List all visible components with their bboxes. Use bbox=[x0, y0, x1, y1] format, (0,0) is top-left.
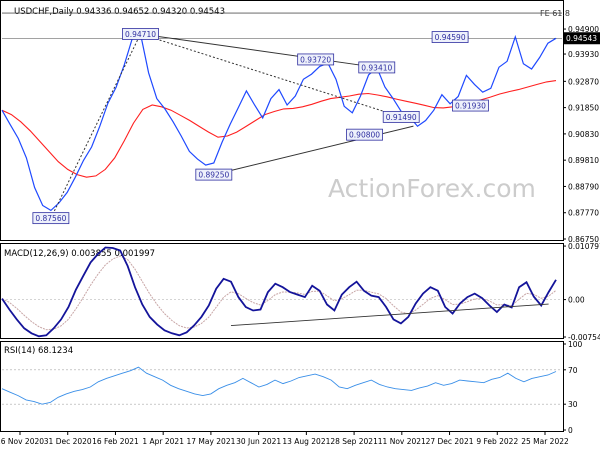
price-label: 0.94710 bbox=[125, 30, 156, 39]
x-tick-label: 16 Nov 2020 bbox=[0, 437, 44, 446]
macd-trendline bbox=[230, 303, 549, 327]
x-tick-label: 9 Feb 2022 bbox=[476, 437, 518, 446]
price-label: 0.90800 bbox=[349, 131, 380, 140]
rsi-axis: 100 70 30 0 bbox=[563, 340, 583, 435]
price-y-tick-label: 0.91850 bbox=[568, 104, 599, 113]
macd-plot bbox=[1, 246, 562, 338]
price-y-tick-label: 0.92870 bbox=[568, 77, 599, 86]
price-label-box bbox=[195, 168, 233, 181]
price-plot: 0.94543 0.87560 0.94710 0.89250 0.93720 0.934… bbox=[1, 12, 600, 225]
macd-axis: 0.010797 0.00 -0.007548 bbox=[563, 242, 600, 342]
price-label-box bbox=[346, 128, 383, 141]
price-label: 0.93720 bbox=[300, 55, 331, 64]
price-y-tick-label: 0.89810 bbox=[568, 156, 599, 165]
x-tick-label: 16 Feb 2021 bbox=[92, 437, 139, 446]
trend-line-dashed bbox=[50, 33, 141, 219]
rsi-plot bbox=[1, 366, 562, 405]
macd-title: MACD(12,26,9) 0.003855 0.001997 bbox=[4, 249, 155, 259]
x-axis: 16 Nov 2020 31 Dec 2020 16 Feb 2021 1 Apr 2… bbox=[0, 431, 569, 446]
price-y-tick-label: 0.88790 bbox=[568, 182, 599, 191]
price-y-tick-label: 0.87770 bbox=[568, 209, 599, 218]
price-label-box bbox=[297, 53, 335, 66]
price-label-box bbox=[122, 28, 159, 40]
price-label: 0.89250 bbox=[198, 171, 229, 180]
price-label: 0.87560 bbox=[35, 214, 66, 223]
x-tick-label: 25 Mar 2022 bbox=[521, 437, 569, 446]
price-y-tick-label: 0.86750 bbox=[568, 235, 599, 244]
macd-y-tick-label: 0.010797 bbox=[568, 242, 600, 251]
sma-line bbox=[1, 80, 557, 178]
x-tick-label: 1 Apr 2021 bbox=[142, 437, 184, 446]
price-label: 0.91490 bbox=[386, 113, 417, 122]
trend-line-dashed bbox=[140, 33, 402, 118]
rsi-y-tick-label: 0 bbox=[568, 426, 573, 435]
x-tick-label: 17 May 2021 bbox=[186, 437, 235, 446]
x-tick-label: 31 Dec 2020 bbox=[44, 437, 92, 446]
price-panel-frame bbox=[0, 0, 564, 241]
current-price-tag bbox=[564, 32, 600, 45]
price-y-tick-label: 0.93930 bbox=[568, 50, 599, 59]
rsi-panel-frame bbox=[0, 341, 564, 432]
trend-line bbox=[140, 33, 377, 68]
price-label: 0.93410 bbox=[361, 63, 392, 72]
price-y-tick-label: 0.94900 bbox=[568, 25, 599, 34]
price-label-box bbox=[32, 212, 70, 225]
rsi-y-tick-label: 100 bbox=[568, 340, 583, 349]
macd-y-tick-label: -0.007548 bbox=[568, 333, 600, 342]
macd-y-tick-label: 0.00 bbox=[568, 296, 585, 305]
current-price-value: 0.94543 bbox=[566, 34, 597, 43]
macd-signal-line bbox=[1, 255, 557, 331]
macd-panel-frame bbox=[0, 243, 564, 339]
rsi-title: RSI(14) 68.1234 bbox=[4, 346, 73, 356]
price-label: 0.91930 bbox=[455, 102, 486, 111]
x-tick-label: 30 Jun 2021 bbox=[236, 437, 281, 446]
x-tick-label: 13 Aug 2021 bbox=[282, 437, 330, 446]
price-label: 0.94590 bbox=[435, 33, 466, 42]
rsi-y-tick-label: 30 bbox=[568, 400, 578, 409]
price-axis: 0.94900 0.93930 0.92870 0.91850 0.90830 0.898… bbox=[563, 25, 599, 244]
price-y-tick-label: 0.90830 bbox=[568, 130, 599, 139]
x-tick-label: 11 Nov 2021 bbox=[378, 437, 426, 446]
price-label-box bbox=[452, 99, 489, 112]
rsi-y-tick-label: 70 bbox=[568, 366, 578, 375]
x-tick-label: 28 Sep 2021 bbox=[330, 437, 378, 446]
fe-label: FE 61.8 bbox=[540, 9, 570, 18]
watermark: ActionForex.com bbox=[328, 174, 536, 203]
symbol-title: USDCHF,Daily 0.94336 0.94652 0.94320 0.9… bbox=[14, 7, 225, 17]
price-label-box bbox=[431, 31, 469, 43]
x-tick-label: 27 Dec 2021 bbox=[426, 437, 474, 446]
rsi-line bbox=[1, 366, 557, 405]
trend-line bbox=[213, 125, 414, 176]
price-label-box bbox=[358, 61, 396, 74]
price-line bbox=[1, 33, 557, 212]
price-label-box bbox=[382, 110, 420, 123]
macd-line bbox=[1, 246, 557, 338]
